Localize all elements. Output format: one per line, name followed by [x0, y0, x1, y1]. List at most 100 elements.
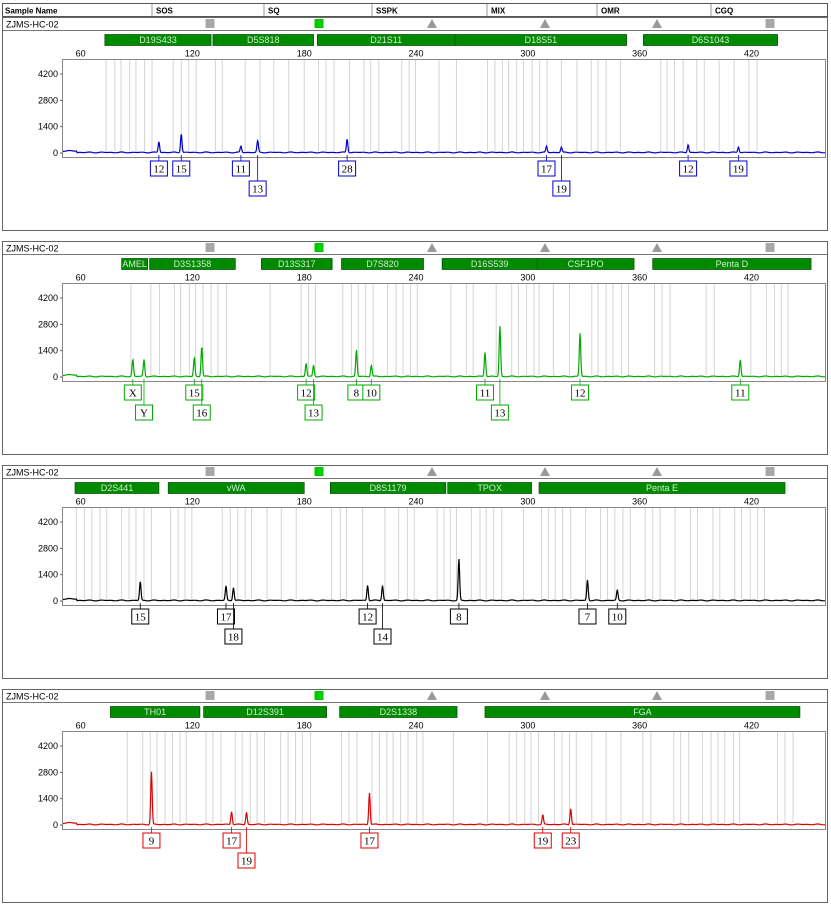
- marker-label: D13S317: [278, 259, 316, 269]
- marker-label: D18S51: [525, 35, 558, 45]
- status-triangle-icon[interactable]: [427, 467, 437, 476]
- y-tick-label: 1400: [38, 346, 58, 356]
- allele-label-box[interactable]: [731, 384, 750, 401]
- status-triangle-icon[interactable]: [540, 243, 550, 252]
- marker-bar[interactable]: [643, 34, 778, 46]
- status-triangle-icon[interactable]: [540, 19, 550, 28]
- marker-bar[interactable]: [652, 258, 812, 270]
- allele-label-box[interactable]: [304, 404, 323, 421]
- marker-bar[interactable]: [329, 482, 447, 494]
- status-triangle-icon[interactable]: [652, 243, 662, 252]
- allele-call-label: X: [129, 388, 137, 400]
- x-tick-label: 60: [76, 273, 86, 283]
- marker-bar[interactable]: [484, 706, 801, 718]
- allele-label-box[interactable]: [561, 832, 580, 849]
- allele-label-box[interactable]: [729, 160, 748, 177]
- allele-label-box[interactable]: [608, 608, 627, 625]
- y-tick-label: 0: [53, 820, 58, 830]
- status-triangle-icon[interactable]: [540, 467, 550, 476]
- marker-label: vWA: [227, 483, 246, 493]
- allele-label-box[interactable]: [142, 832, 161, 849]
- header-col-omr: OMR: [601, 7, 620, 16]
- allele-label-box[interactable]: [358, 608, 377, 625]
- y-tick-label: 0: [53, 596, 58, 606]
- marker-bar[interactable]: [212, 34, 314, 46]
- status-gray-square-icon[interactable]: [205, 467, 215, 476]
- status-gray-square-icon[interactable]: [205, 243, 215, 252]
- marker-bar[interactable]: [261, 258, 333, 270]
- allele-label-box[interactable]: [578, 608, 597, 625]
- marker-bar[interactable]: [149, 258, 236, 270]
- marker-bar[interactable]: [538, 482, 786, 494]
- status-gray-square-icon[interactable]: [205, 19, 215, 28]
- allele-label-box[interactable]: [360, 832, 379, 849]
- status-gray-square-icon[interactable]: [765, 691, 775, 700]
- y-tick-label: 2800: [38, 319, 58, 329]
- marker-bar[interactable]: [167, 482, 305, 494]
- marker-bar[interactable]: [203, 706, 327, 718]
- allele-label-box[interactable]: [134, 404, 153, 421]
- status-green-square-icon[interactable]: [314, 691, 324, 700]
- marker-bar[interactable]: [339, 706, 458, 718]
- allele-label-box[interactable]: [123, 384, 142, 401]
- allele-label-box[interactable]: [237, 852, 256, 869]
- allele-call-label: 12: [575, 388, 586, 400]
- allele-call-label: 12: [153, 164, 164, 176]
- marker-label: D7S820: [366, 259, 399, 269]
- status-triangle-icon[interactable]: [652, 19, 662, 28]
- status-gray-square-icon[interactable]: [205, 691, 215, 700]
- allele-label-box[interactable]: [222, 832, 241, 849]
- panel-title: ZJMS-HC-02: [6, 20, 59, 30]
- allele-label-box[interactable]: [679, 160, 698, 177]
- header-col-sq: SQ: [268, 7, 280, 16]
- status-triangle-icon[interactable]: [652, 467, 662, 476]
- allele-label-box[interactable]: [185, 384, 204, 401]
- allele-call-label: 17: [220, 612, 232, 624]
- allele-label-box[interactable]: [131, 608, 150, 625]
- status-green-square-icon[interactable]: [314, 19, 324, 28]
- status-gray-square-icon[interactable]: [765, 19, 775, 28]
- allele-label-box[interactable]: [373, 628, 392, 645]
- x-tick-label: 60: [76, 721, 86, 731]
- status-triangle-icon[interactable]: [427, 19, 437, 28]
- marker-bar[interactable]: [110, 706, 201, 718]
- status-triangle-icon[interactable]: [540, 691, 550, 700]
- allele-label-box[interactable]: [338, 160, 357, 177]
- status-gray-square-icon[interactable]: [765, 243, 775, 252]
- allele-label-box[interactable]: [297, 384, 316, 401]
- allele-label-box[interactable]: [490, 404, 509, 421]
- allele-label-box[interactable]: [192, 404, 211, 421]
- allele-label-box[interactable]: [362, 384, 381, 401]
- allele-label-box[interactable]: [224, 628, 243, 645]
- status-triangle-icon[interactable]: [652, 691, 662, 700]
- marker-bar[interactable]: [454, 34, 627, 46]
- allele-label-box[interactable]: [475, 384, 494, 401]
- dye-panel-4: ZJMS-HC-02 TH01 D12S391 D2S1338 FGA 60 120 180 2…: [2, 689, 828, 903]
- allele-label-box[interactable]: [449, 608, 468, 625]
- x-tick-label: 300: [520, 721, 535, 731]
- x-tick-label: 300: [520, 49, 535, 59]
- status-triangle-icon[interactable]: [427, 691, 437, 700]
- allele-label-box[interactable]: [552, 180, 571, 197]
- x-tick-label: 60: [76, 49, 86, 59]
- allele-call-label: 12: [362, 612, 373, 624]
- marker-bar[interactable]: [447, 482, 532, 494]
- status-gray-square-icon[interactable]: [765, 467, 775, 476]
- marker-bar[interactable]: [341, 258, 424, 270]
- marker-bar[interactable]: [121, 258, 149, 270]
- status-green-square-icon[interactable]: [314, 467, 324, 476]
- marker-bar[interactable]: [536, 258, 635, 270]
- allele-label-box[interactable]: [172, 160, 191, 177]
- status-green-square-icon[interactable]: [314, 243, 324, 252]
- marker-bar[interactable]: [104, 34, 212, 46]
- allele-label-box[interactable]: [216, 608, 235, 625]
- allele-label-box[interactable]: [537, 160, 556, 177]
- marker-bar[interactable]: [74, 482, 160, 494]
- allele-label-box[interactable]: [571, 384, 590, 401]
- allele-label-box[interactable]: [149, 160, 168, 177]
- allele-label-box[interactable]: [231, 160, 250, 177]
- allele-label-box[interactable]: [248, 180, 267, 197]
- allele-label-box[interactable]: [533, 832, 552, 849]
- status-triangle-icon[interactable]: [427, 243, 437, 252]
- allele-call-label: 10: [612, 612, 624, 624]
